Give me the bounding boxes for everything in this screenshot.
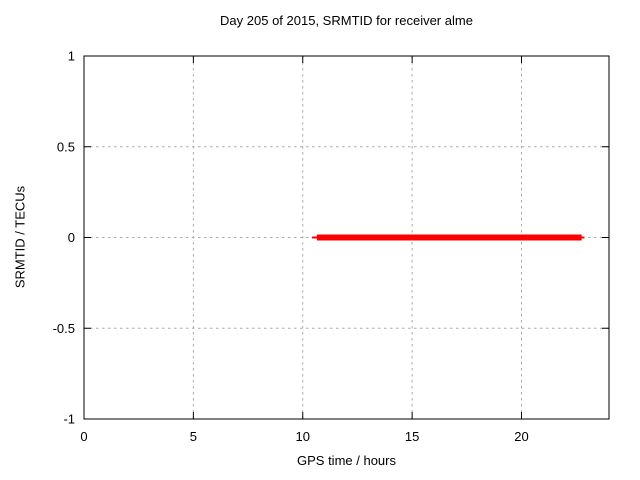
x-tick-label: 5 (190, 429, 197, 444)
y-tick-label: 1 (68, 49, 75, 64)
y-axis-label: SRMTID / TECUs (12, 185, 28, 289)
x-tick-label: 20 (514, 429, 528, 444)
x-tick-label: 0 (80, 429, 87, 444)
y-tick-label: -0.5 (53, 321, 75, 336)
chart-title: Day 205 of 2015, SRMTID for receiver alm… (220, 13, 473, 28)
x-tick-label: 10 (296, 429, 310, 444)
x-axis-label: GPS time / hours (297, 453, 396, 468)
y-tick-label: -1 (63, 412, 75, 427)
y-tick-label: 0 (68, 230, 75, 245)
y-tick-label: 0.5 (57, 139, 75, 154)
x-tick-label: 15 (405, 429, 419, 444)
